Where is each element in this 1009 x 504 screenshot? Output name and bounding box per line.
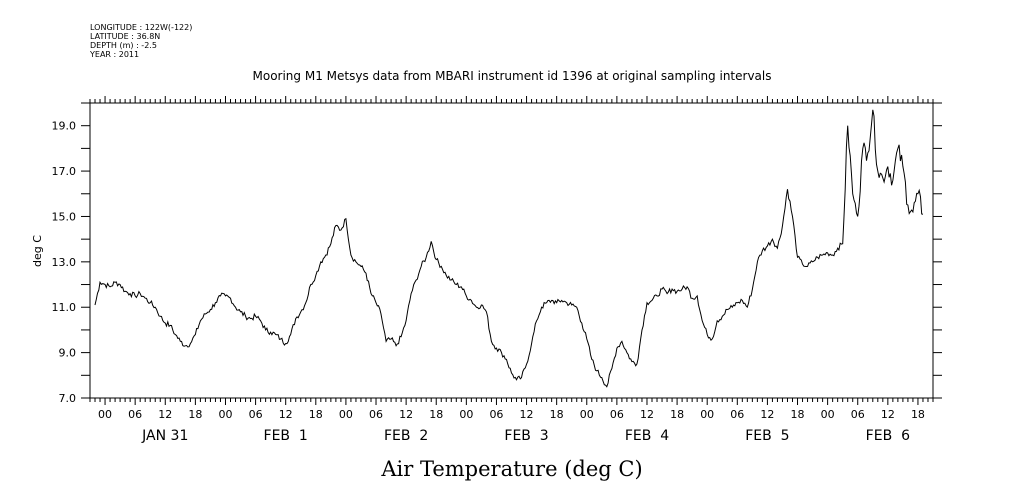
x-day-label: FEB 5 <box>745 428 789 444</box>
x-day-label: FEB 2 <box>384 428 428 444</box>
plot-frame <box>89 102 934 399</box>
x-tick-label: 18 <box>309 408 323 421</box>
x-tick-label: 00 <box>98 408 112 421</box>
x-tick-label: 18 <box>188 408 202 421</box>
y-tick-label: 15.0 <box>52 210 77 223</box>
x-tick-label: 06 <box>730 408 744 421</box>
series-line <box>94 109 924 388</box>
series-layer <box>94 109 924 388</box>
x-tick-label: 00 <box>700 408 714 421</box>
y-axis-label: deg C <box>31 235 44 267</box>
x-tick-label: 00 <box>821 408 835 421</box>
x-day-label: FEB 3 <box>504 428 548 444</box>
x-tick-label: 06 <box>249 408 263 421</box>
x-tick-label: 12 <box>399 408 413 421</box>
x-tick-label: 12 <box>158 408 172 421</box>
y-tick-label: 7.0 <box>59 392 77 405</box>
x-tick-label: 12 <box>520 408 534 421</box>
x-tick-label: 18 <box>429 408 443 421</box>
x-tick-label: 06 <box>128 408 142 421</box>
x-tick-label: 18 <box>791 408 805 421</box>
x-tick-label: 06 <box>610 408 624 421</box>
y-tick-label: 17.0 <box>52 165 77 178</box>
x-tick-label: 00 <box>580 408 594 421</box>
x-tick-label: 12 <box>640 408 654 421</box>
x-tick-label: 12 <box>760 408 774 421</box>
x-tick-label: 12 <box>881 408 895 421</box>
meta-depth: DEPTH (m) : -2.5 <box>90 41 157 50</box>
x-tick-label: 06 <box>851 408 865 421</box>
x-tick-label: 18 <box>670 408 684 421</box>
x-tick-label: 00 <box>459 408 473 421</box>
meta-year: YEAR : 2011 <box>89 50 139 59</box>
x-day-label: JAN 31 <box>141 428 188 444</box>
x-tick-label: 12 <box>279 408 293 421</box>
x-tick-label: 18 <box>550 408 564 421</box>
chart-title: Mooring M1 Metsys data from MBARI instru… <box>253 69 772 83</box>
x-tick-label: 06 <box>489 408 503 421</box>
x-tick-label: 18 <box>911 408 925 421</box>
y-tick-label: 9.0 <box>59 347 77 360</box>
y-tick-label: 19.0 <box>52 120 77 133</box>
x-tick-label: 00 <box>218 408 232 421</box>
x-tick-label: 06 <box>369 408 383 421</box>
meta-longitude: LONGITUDE : 122W(-122) <box>90 23 192 32</box>
meta-latitude: LATITUDE : 36.8N <box>90 32 160 41</box>
x-day-label: FEB 4 <box>625 428 669 444</box>
x-day-label: FEB 1 <box>264 428 308 444</box>
x-tick-label: 00 <box>339 408 353 421</box>
metadata-block: LONGITUDE : 122W(-122) LATITUDE : 36.8N … <box>89 23 192 59</box>
axes: 00 06 12 18 00 06 12 18 00 06 12 18 00 06 12 18 00 06 12 18… <box>52 96 942 444</box>
y-tick-label: 13.0 <box>52 256 77 269</box>
x-day-label: FEB 6 <box>866 428 910 444</box>
y-tick-label: 11.0 <box>52 301 77 314</box>
x-axis-label: Air Temperature (deg C) <box>380 457 642 481</box>
